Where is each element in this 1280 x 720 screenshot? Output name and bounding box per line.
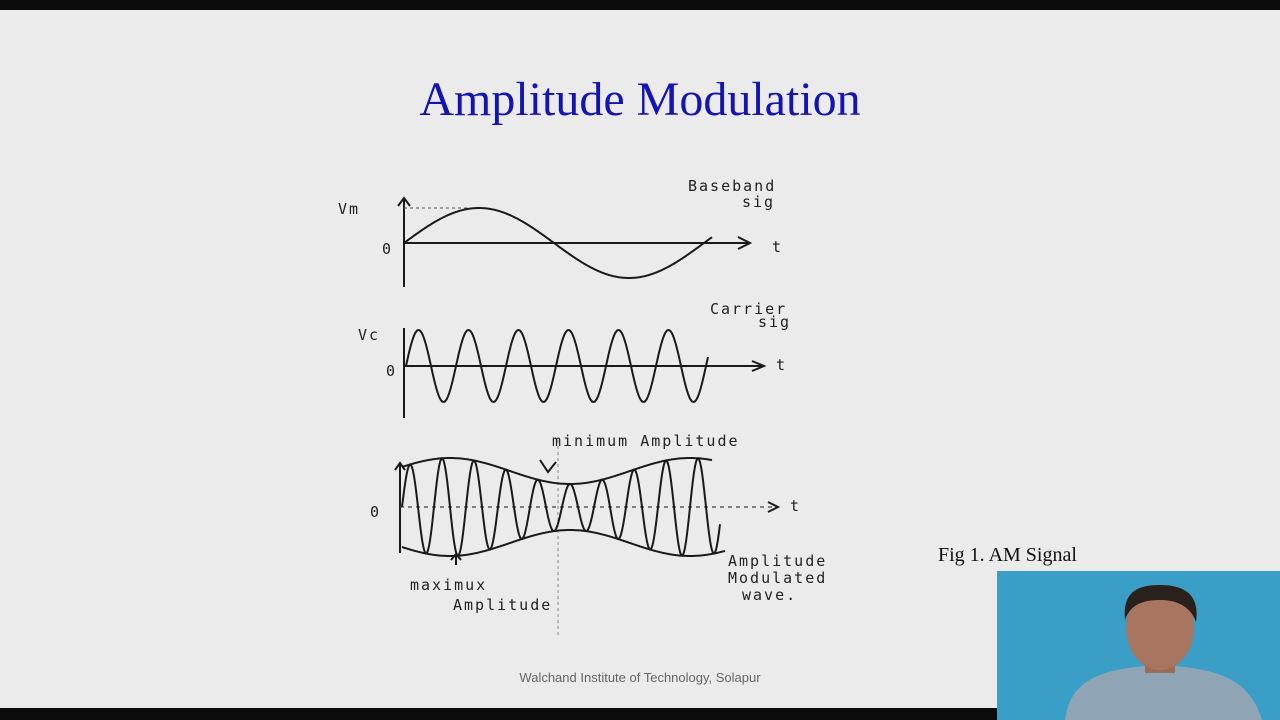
caption: sig bbox=[742, 193, 775, 211]
envelope bbox=[401, 457, 713, 485]
t-label: t bbox=[776, 356, 787, 374]
carrier-graph: Vc 0 t Carrier sig bbox=[358, 300, 791, 418]
caption: wave. bbox=[742, 586, 797, 604]
arrow bbox=[450, 552, 462, 565]
caption: Carrier bbox=[710, 300, 787, 318]
carrier-wave bbox=[405, 329, 709, 403]
baseband-wave bbox=[403, 207, 713, 279]
origin-label: 0 bbox=[370, 503, 381, 521]
shirt bbox=[1065, 665, 1262, 720]
arrow bbox=[394, 461, 406, 471]
max-note: maximux bbox=[410, 576, 487, 594]
hair bbox=[1124, 585, 1197, 622]
am-wave bbox=[401, 456, 721, 558]
caption: Amplitude bbox=[728, 552, 827, 570]
arrow bbox=[397, 196, 411, 207]
min-note: minimum Amplitude bbox=[552, 432, 740, 450]
arrow bbox=[767, 501, 781, 513]
caption: sig bbox=[758, 313, 791, 331]
footer: Walchand Institute of Technology, Solapu… bbox=[519, 670, 761, 685]
t-label: t bbox=[790, 497, 801, 515]
y-label: Vm bbox=[338, 200, 360, 218]
caption: Modulated bbox=[728, 569, 827, 587]
arrow bbox=[751, 360, 767, 372]
t-label: t bbox=[772, 238, 783, 256]
arrow bbox=[737, 236, 753, 250]
slide-title: Amplitude Modulation bbox=[419, 73, 860, 126]
face bbox=[1126, 586, 1194, 670]
y-label: Vc bbox=[358, 326, 380, 344]
origin-label: 0 bbox=[386, 362, 397, 380]
origin-label: 0 bbox=[382, 240, 393, 258]
baseband-graph: Vm 0 t Baseband sig bbox=[338, 177, 783, 287]
figure-caption: Fig 1. AM Signal bbox=[938, 544, 1077, 566]
webcam bbox=[997, 571, 1280, 720]
arrow bbox=[539, 459, 557, 474]
am-graph: minimum Amplitude 0 t maximux Amplitude … bbox=[370, 432, 827, 635]
bottom-bar bbox=[0, 708, 997, 720]
max-note: Amplitude bbox=[453, 596, 552, 614]
caption: Baseband bbox=[688, 177, 776, 195]
